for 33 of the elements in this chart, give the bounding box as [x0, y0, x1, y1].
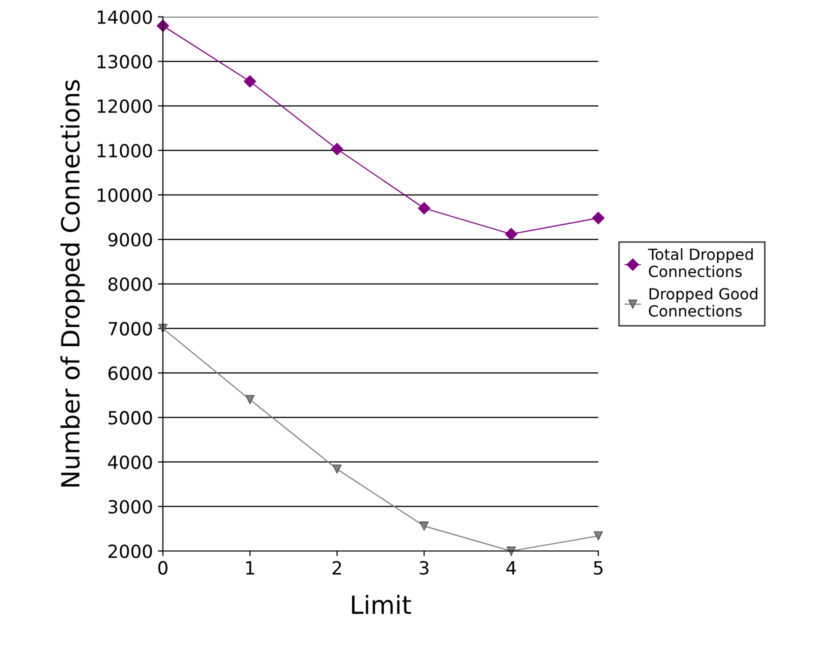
y-tick-label: 4000 [108, 455, 152, 470]
y-axis-title: Number of Dropped Connections [60, 80, 85, 487]
y-tick-label: 13000 [98, 54, 152, 68]
y-tick-label: 14000 [98, 10, 152, 24]
legend-label: Total Dropped Connections [648, 248, 753, 278]
x-tick-label: 5 [594, 561, 602, 575]
point [594, 531, 603, 540]
y-tick-label: 9000 [108, 232, 152, 247]
y-tick-label: 7000 [108, 322, 152, 336]
y-tick-label: 12000 [98, 99, 152, 114]
point [244, 75, 256, 88]
y-tick-label: 10000 [98, 188, 152, 202]
y-tick-label: 5000 [108, 410, 152, 425]
y-tick-label: 6000 [108, 366, 152, 380]
y-tick-label: 11000 [98, 144, 152, 158]
y-tick-label: 2000 [108, 544, 152, 558]
x-tick-label: 0 [158, 561, 168, 575]
point [592, 212, 605, 224]
point [504, 228, 518, 240]
legend-label: Dropped Good Connections [648, 288, 758, 317]
x-tick-label: 1 [246, 561, 254, 574]
point [506, 546, 516, 556]
point [420, 522, 429, 531]
point [418, 202, 430, 215]
y-tick-label: 3000 [108, 500, 152, 514]
x-tick-label: 4 [506, 561, 516, 574]
y-tick-label: 8000 [108, 277, 152, 292]
point [245, 395, 254, 404]
point [332, 464, 342, 474]
x-tick-label: 3 [420, 561, 428, 575]
point [330, 142, 344, 156]
x-tick-label: 2 [332, 561, 341, 574]
x-axis-title: Limit [352, 594, 411, 614]
